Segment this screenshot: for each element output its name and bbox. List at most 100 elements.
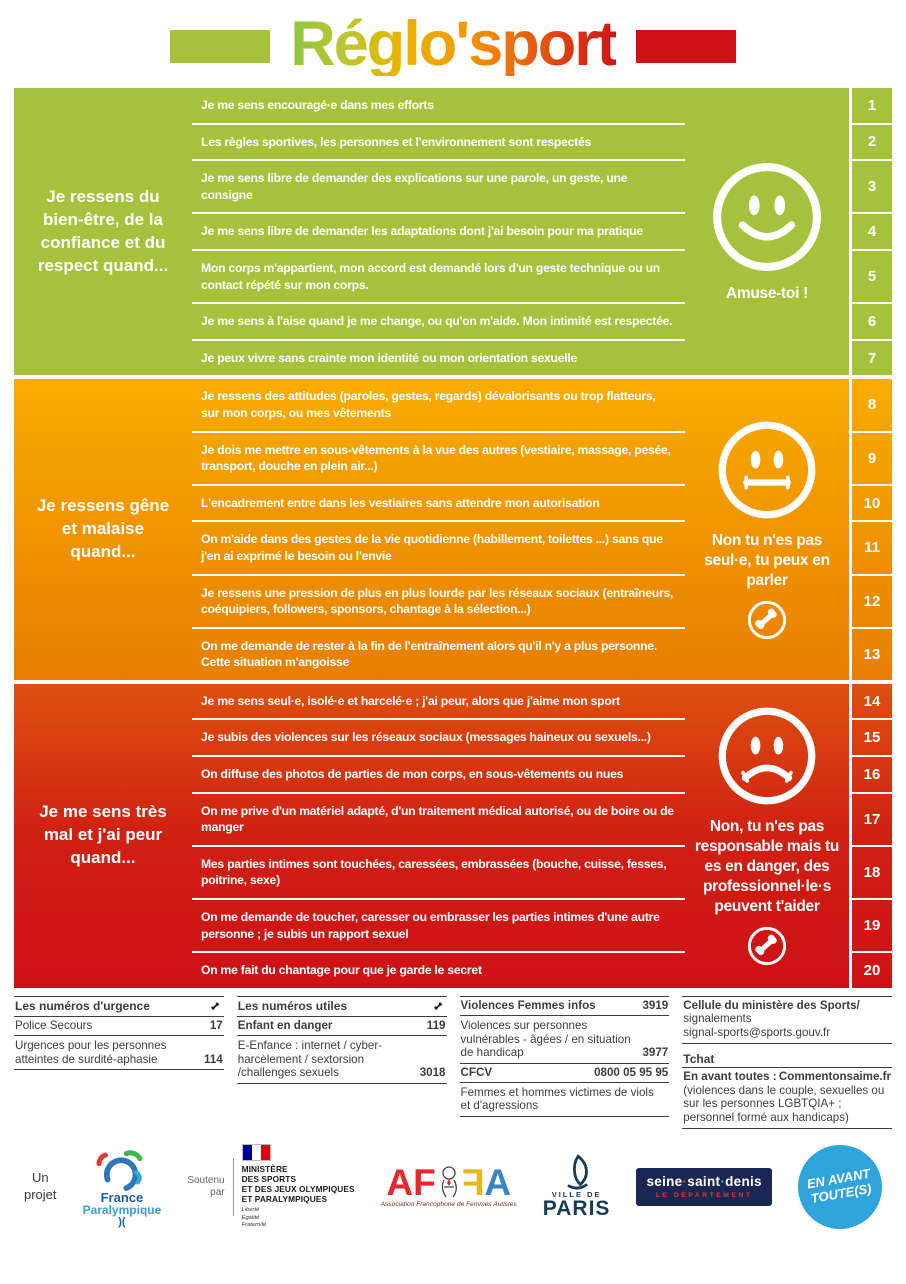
partners-row: Un projet France Paralympique )( Soutenu… [24, 1138, 889, 1236]
affa-figure-icon [441, 1166, 457, 1198]
band-red: Je me sens très mal et j'ai peur quand..… [14, 683, 892, 988]
green-bar [170, 29, 271, 63]
poster-title: Réglo'sport [290, 8, 617, 79]
emergency-contacts: Les numéros d'urgence Police Secours 17 Urg… [14, 995, 892, 1129]
statement-5: Mon corps m'appartient, mon accord est d… [192, 251, 685, 305]
statement-number-2: 2 [849, 124, 892, 162]
statement-13: On me demande de rester à la fin de l'en… [201, 638, 657, 670]
contact-group-1: Les numéros d'urgence Police Secours 17 Urg… [14, 995, 224, 1129]
statement-number-15: 15 [849, 720, 892, 758]
contact-entry: Police Secours 17 [14, 1017, 224, 1037]
chat-service-label: En avant toutes : [683, 1069, 777, 1083]
statement-number-14: 14 [849, 683, 892, 721]
statement-number-8: 8 [849, 379, 892, 433]
motivation-text: Non tu n'es pas seul·e, tu peux en parle… [704, 531, 830, 589]
affa-caption: Association Francophone de Femmes Autist… [380, 1201, 517, 1209]
red-bar [635, 29, 736, 63]
statement-1: Je me sens encouragé·e dans mes efforts [192, 88, 685, 125]
statement-number-11: 11 [849, 522, 892, 576]
contact-entry: E-Enfance : internet / cyber-harcèlement… [236, 1036, 447, 1084]
contact-entry: Violences sur personnes vulnérables - âg… [459, 1016, 670, 1064]
statement-11: On m'aide dans des gestes de la vie quot… [192, 522, 685, 576]
ministry-cell-subtitle: signalements [683, 1012, 752, 1026]
statement-number-3: 3 [849, 161, 892, 215]
statement-4: Je me sens libre de demander les adaptat… [192, 214, 685, 251]
motivation-text: Amuse-toi ! [726, 285, 808, 303]
contact-entry: CFCV 0800 05 95 95 [459, 1064, 670, 1084]
band-orange-label: Je ressens gêne et malaise quand... [36, 496, 170, 562]
ministere-name: MINISTÈRE DES SPORTS ET DES JEUX OLYMPIQUE… [241, 1163, 355, 1204]
phone-icon [433, 1002, 442, 1010]
statement-number-20: 20 [849, 953, 892, 988]
statements-table: Je ressens du bien-être, de la confiance… [14, 88, 892, 988]
chat-site: Commentonsaime.fr [778, 1069, 891, 1083]
motivation-text: Non, tu n'es pas responsable mais tu es … [694, 818, 840, 915]
paris-sail-icon [566, 1154, 588, 1190]
band-red-label: Je me sens très mal et j'ai peur quand..… [39, 802, 167, 868]
statement-number-4: 4 [849, 214, 892, 251]
statement-6: Je me sens à l'aise quand je me change, … [192, 304, 685, 341]
paralympique-mark: )( [118, 1216, 126, 1229]
happy-face-icon [713, 163, 821, 272]
statement-12: Je ressens une pression de plus en plus … [192, 576, 685, 629]
band-green-motivation: Amuse-toi ! [685, 88, 849, 375]
sad-face-icon [718, 707, 816, 805]
ssd-departement-label: LE DÉPARTEMENT [655, 1192, 753, 1200]
contact-group-title: Les numéros utiles [236, 995, 447, 1017]
band-orange: Je ressens gêne et malaise quand... Je re… [14, 379, 892, 680]
project-label: Un projet [24, 1170, 57, 1202]
paralympique-icon [96, 1150, 143, 1191]
band-green-label: Je ressens du bien-être, de la confiance… [37, 186, 169, 275]
contact-group-3: Violences Femmes infos 3919 Violences sur … [459, 995, 670, 1129]
contact-entry: Enfant en danger 119 [236, 1017, 447, 1037]
ministere-devise: Liberté Égalité Fraternité [241, 1207, 267, 1229]
chat-note: (violences dans le couple, sexuelles ou … [683, 1083, 885, 1124]
paralympique-name: France [100, 1189, 144, 1205]
ministere-logo: Soutenu par MINISTÈRE DES SPORTS ET DES JE… [187, 1143, 355, 1230]
statement-number-18: 18 [849, 846, 892, 901]
contact-group-title: Les numéros d'urgence [14, 995, 224, 1017]
neutral-face-icon [718, 421, 816, 519]
statement-number-19: 19 [849, 900, 892, 954]
statement-20: On me fait du chantage pour que je garde… [201, 963, 482, 978]
statement-number-1: 1 [849, 88, 892, 125]
tchat-label: Tchat [682, 1051, 892, 1068]
statement-number-5: 5 [849, 250, 892, 305]
statement-number-10: 10 [849, 485, 892, 523]
ministry-cell-group: Cellule du ministère des Sports/ signale… [682, 995, 892, 1129]
statement-number-16: 16 [849, 757, 892, 794]
contact-entry: Urgences pour les personnes atteintes de… [14, 1036, 224, 1070]
contact-group-2: Les numéros utiles Enfant en danger 119 E-E… [236, 995, 447, 1129]
statement-3: Je me sens libre de demander des explica… [192, 161, 685, 215]
ministry-cell: Cellule du ministère des Sports/ signale… [682, 995, 892, 1044]
band-orange-motivation: Non tu n'es pas seul·e, tu peux en parle… [685, 379, 849, 680]
ministry-email: signal-sports@sports.gouv.fr [683, 1026, 831, 1040]
statement-19: On me demande de toucher, caresser ou em… [192, 900, 685, 954]
en-avant-toutes-badge: EN AVANT TOUTE(S) [791, 1138, 889, 1236]
ministere-divider [232, 1157, 234, 1216]
phone-icon [747, 927, 787, 966]
statement-18: Mes parties intimes sont touchées, cares… [192, 847, 685, 901]
statement-number-9: 9 [849, 432, 892, 486]
contact-entry: Femmes et hommes victimes de viols et d'… [459, 1083, 670, 1117]
seine-saint-denis-logo: seine·saint·denis LE DÉPARTEMENT [636, 1167, 772, 1206]
france-paralympique-logo: France Paralympique )( [83, 1145, 161, 1229]
chat-entry: En avant toutes : Commentonsaime.fr (vio… [682, 1068, 892, 1129]
ministry-cell-title: Cellule du ministère des Sports/ [683, 998, 860, 1012]
french-flag-icon [241, 1143, 271, 1161]
phone-icon [747, 601, 787, 640]
poster-header: Réglo'sport [0, 0, 906, 88]
statement-15: Je subis des violences sur les réseaux s… [192, 720, 685, 758]
statement-number-6: 6 [849, 304, 892, 341]
statement-number-17: 17 [849, 793, 892, 847]
statement-17: On me prive d'un matériel adapté, d'un t… [192, 794, 685, 847]
band-green: Je ressens du bien-être, de la confiance… [14, 88, 892, 376]
statement-9: Je dois me mettre en sous-vêtements à la… [192, 433, 685, 486]
soutenu-par-label: Soutenu par [187, 1174, 225, 1198]
statement-7: Je peux vivre sans crainte mon identité … [201, 350, 578, 365]
statement-10: L'encadrement entre dans les vestiaires … [192, 486, 685, 523]
band-red-motivation: Non, tu n'es pas responsable mais tu es … [685, 684, 849, 988]
statement-16: On diffuse des photos de parties de mon … [192, 757, 685, 794]
contact-entry: Violences Femmes infos 3919 [459, 995, 670, 1017]
